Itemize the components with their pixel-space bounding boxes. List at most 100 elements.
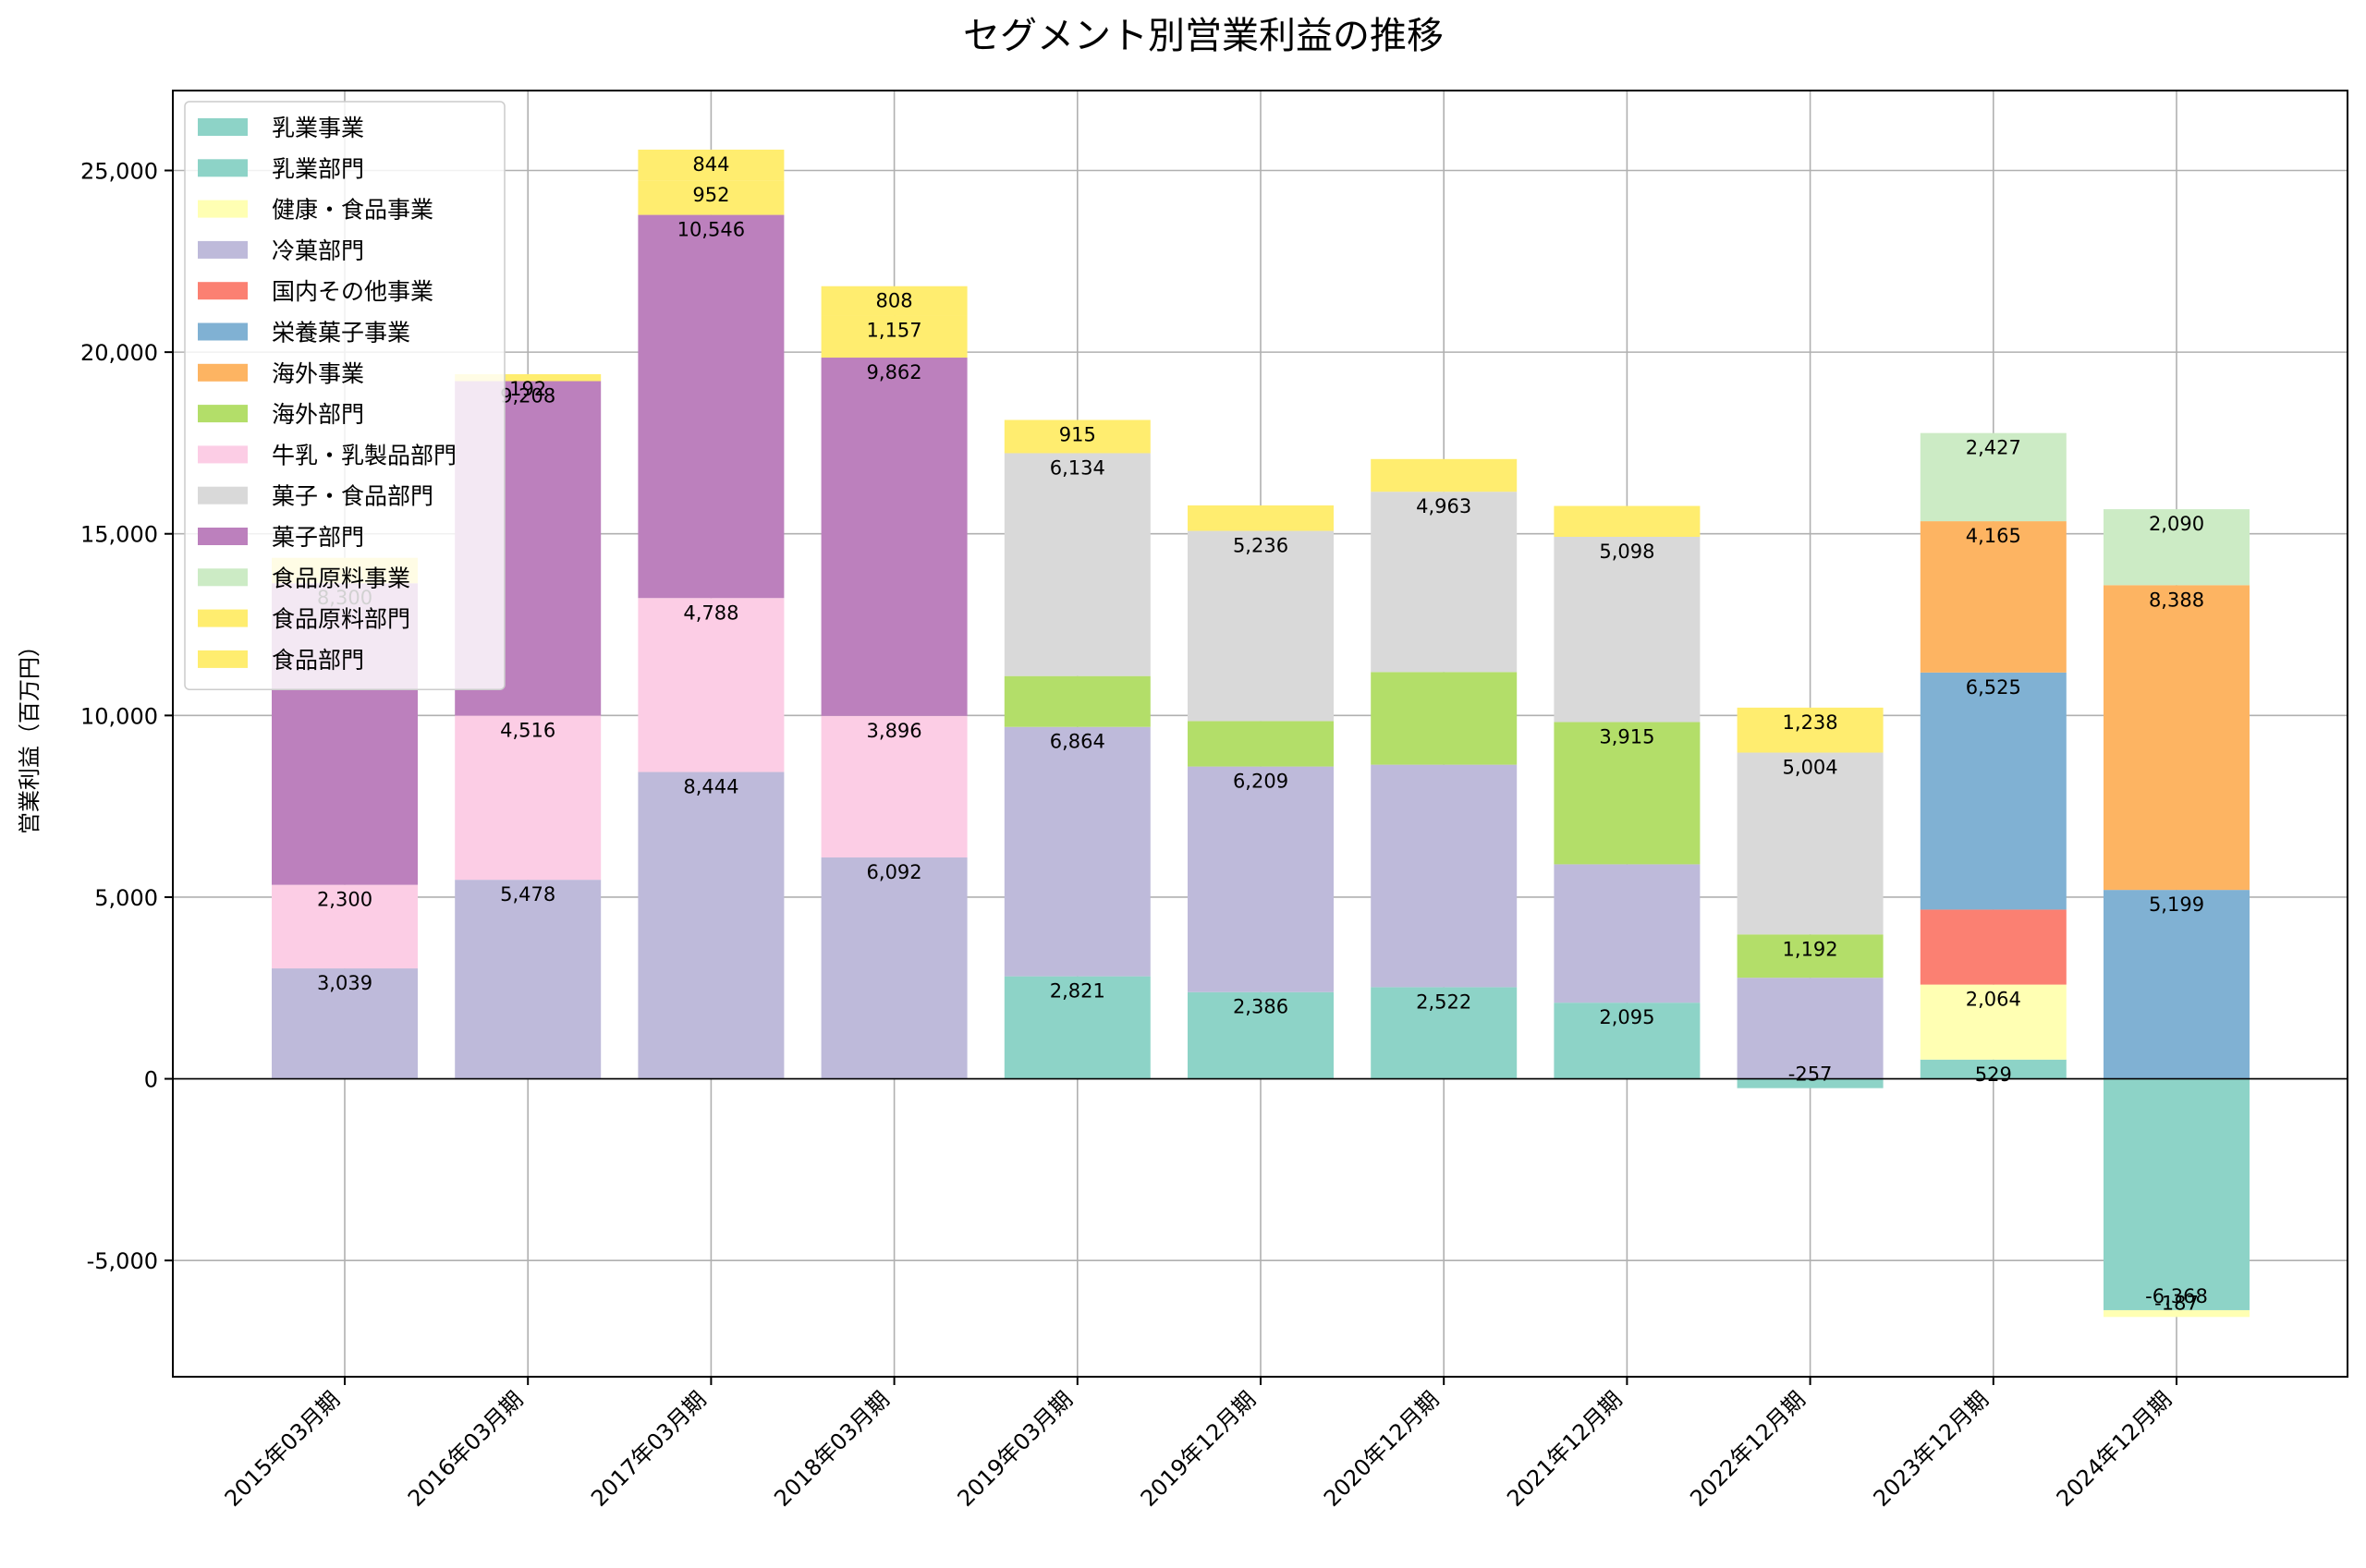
bar-segment — [1371, 764, 1518, 988]
x-tick-label: 2019年03月期 — [953, 1386, 1078, 1511]
y-tick-label: 20,000 — [80, 340, 158, 366]
data-label: 844 — [692, 153, 729, 176]
data-label: 5,098 — [1599, 541, 1654, 563]
data-label: 952 — [692, 184, 729, 206]
bar-segment — [821, 358, 968, 716]
data-label: 2,064 — [1966, 989, 2021, 1011]
y-tick-label: -5,000 — [87, 1248, 158, 1274]
y-axis: -5,000 0 5,000 10,000 15,000 20,000 25,000 — [80, 159, 173, 1274]
legend-item-label: 冷菓部門 — [272, 237, 364, 264]
bar-segment — [1371, 458, 1518, 492]
data-label: 4,788 — [683, 602, 738, 624]
legend-swatch — [198, 159, 248, 177]
data-label: 6,092 — [867, 861, 922, 883]
bar-segment — [638, 772, 785, 1079]
bar-segment — [1188, 766, 1334, 992]
data-label: 9,862 — [867, 361, 922, 383]
data-label: 192 — [509, 378, 546, 400]
data-label: 6,525 — [1966, 676, 2021, 699]
bar-segment — [455, 715, 602, 881]
bar-segment — [638, 598, 785, 772]
bar-segment — [1004, 419, 1151, 454]
y-tick-label: 0 — [144, 1067, 158, 1093]
bar-segment — [1371, 492, 1518, 673]
data-label: 5,004 — [1783, 757, 1838, 779]
x-tick-label: 2017年03月期 — [586, 1386, 711, 1511]
bar-segment — [1004, 726, 1151, 977]
bar-segment — [1554, 505, 1701, 537]
bar-segment — [821, 315, 968, 359]
legend-swatch — [198, 528, 248, 545]
legend-swatch — [198, 282, 248, 300]
legend-item-label: 菓子・食品部門 — [272, 483, 433, 510]
data-label: 2,427 — [1966, 437, 2021, 459]
data-label: 808 — [876, 290, 913, 312]
bar-segment — [1737, 934, 1884, 978]
data-label: 5,478 — [500, 883, 555, 906]
bar-segment — [1920, 521, 2067, 673]
data-label: -187 — [2154, 1292, 2199, 1314]
data-label: 529 — [1975, 1064, 2012, 1086]
legend-item-label: 菓子部門 — [272, 524, 364, 551]
x-axis: 2015年03月期 2016年03月期 2017年03月期 2018年03月期 2019… — [220, 1377, 2177, 1512]
legend-item-label: 食品原料部門 — [272, 606, 410, 633]
bar-segment — [1554, 1003, 1701, 1079]
data-label: 1,192 — [1783, 938, 1838, 960]
bar-segment — [2104, 1078, 2250, 1310]
legend-swatch — [198, 486, 248, 504]
bar-segment — [1004, 976, 1151, 1079]
bar-segment — [1371, 987, 1518, 1079]
x-tick-label: 2021年12月期 — [1502, 1386, 1627, 1511]
bar-segment — [1737, 978, 1884, 1079]
data-label: 5,199 — [2149, 893, 2204, 916]
legend-item-label: 食品部門 — [272, 647, 364, 674]
data-label: 6,864 — [1050, 731, 1105, 753]
data-label: 3,039 — [317, 972, 372, 994]
data-label: 8,388 — [2149, 589, 2204, 611]
data-label: 10,546 — [677, 219, 745, 241]
data-label: 5,236 — [1233, 535, 1288, 557]
legend-item-label: 食品原料事業 — [272, 565, 410, 591]
bar-segment — [455, 373, 602, 382]
bar-segment — [2104, 890, 2250, 1079]
legend-swatch — [198, 650, 248, 668]
bar-segment — [821, 286, 968, 316]
data-label: 2,095 — [1599, 1006, 1654, 1028]
x-tick-label: 2024年12月期 — [2052, 1386, 2177, 1511]
bar-segment — [1004, 675, 1151, 727]
bar-segment — [272, 884, 418, 969]
bar-segment — [1188, 505, 1334, 531]
x-tick-label: 2020年12月期 — [1319, 1386, 1444, 1511]
legend-swatch — [198, 322, 248, 341]
bar-segment — [821, 857, 968, 1079]
bar-segment — [1554, 722, 1701, 865]
bar-segment — [1188, 991, 1334, 1079]
bar-segment — [638, 149, 785, 181]
data-label: 9,208 — [500, 384, 555, 407]
x-tick-label: 2018年03月期 — [769, 1386, 894, 1511]
bar-segment — [2104, 509, 2250, 586]
bar-segment — [821, 715, 968, 858]
data-label: 2,386 — [1233, 996, 1288, 1018]
legend-box — [184, 101, 506, 690]
bar-segment — [1371, 672, 1518, 765]
data-label: 915 — [1059, 423, 1096, 445]
data-label: 4,516 — [500, 720, 555, 742]
chart-title: セグメント別営業利益の推移 — [963, 15, 1444, 57]
data-label: 4,963 — [1416, 495, 1471, 517]
data-label: 1,238 — [1783, 711, 1838, 734]
bar-segment — [1920, 1059, 2067, 1079]
y-axis-label: 営業利益（百万円） — [17, 635, 43, 834]
bar-segment — [1920, 984, 2067, 1060]
data-label: 2,090 — [2149, 513, 2204, 535]
x-tick-label: 2015年03月期 — [220, 1386, 345, 1511]
bar-segment — [1554, 864, 1701, 1003]
bar-segment — [2104, 585, 2250, 891]
data-label: 2,300 — [317, 889, 372, 911]
bar-segment — [1920, 432, 2067, 522]
bar-segment — [1188, 530, 1334, 722]
legend-swatch — [198, 445, 248, 464]
data-label: 3,915 — [1599, 725, 1654, 748]
bar-segment — [1188, 721, 1334, 767]
